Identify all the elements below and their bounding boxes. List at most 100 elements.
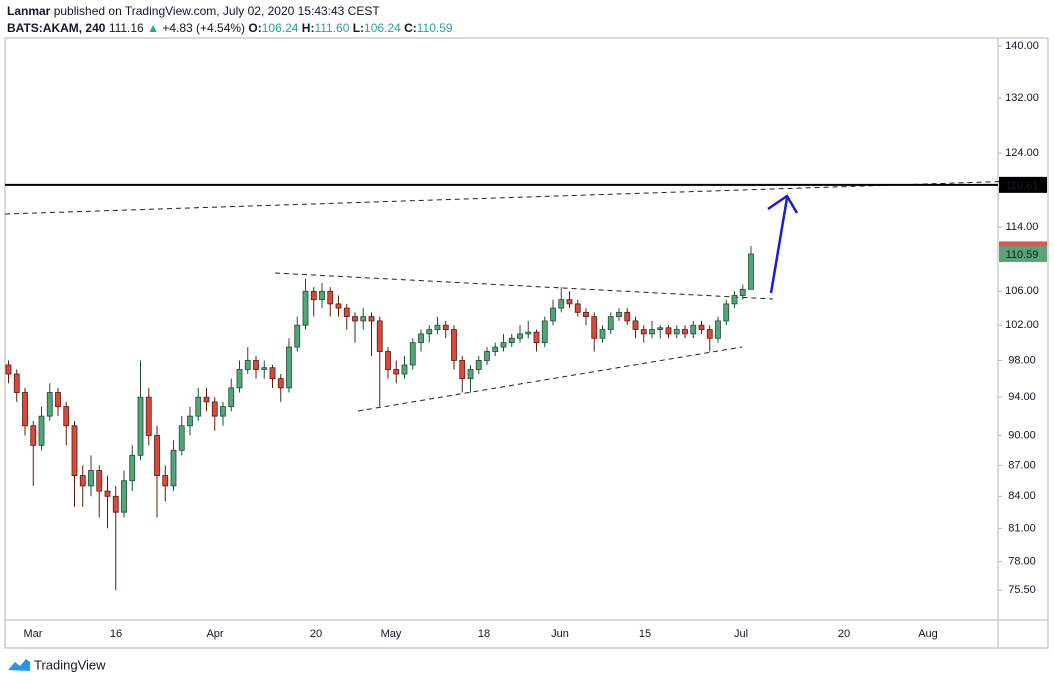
x-tick-label: 20 (310, 628, 322, 640)
candle-body (236, 369, 243, 389)
frame (4, 37, 1049, 649)
logo: TradingView (8, 657, 106, 672)
logo-icon (8, 659, 30, 671)
candle-body (170, 449, 177, 487)
y-tick-label: 78.00 (1008, 556, 1036, 568)
candle-body (88, 470, 94, 487)
candle-body (112, 495, 119, 513)
candle-body (599, 329, 606, 339)
candle-body (302, 290, 309, 326)
candle-body (715, 320, 721, 339)
close-value: 110.59 (416, 21, 453, 35)
author-line: Lanmar published on TradingView.com, Jul… (7, 4, 380, 18)
price-box (999, 245, 1047, 262)
x-tick-label: 20 (838, 628, 850, 640)
candle-body (748, 253, 754, 290)
candle-body (385, 351, 391, 370)
candle-body (698, 324, 705, 330)
last-price: 111.16 (108, 21, 144, 35)
candle-body (360, 316, 367, 322)
candle-body (649, 329, 655, 335)
candle-body (401, 364, 408, 375)
candle-body (228, 387, 235, 408)
price-line-label: 119.61 (1006, 180, 1039, 192)
candle-body (665, 327, 672, 335)
high-label: H: (301, 21, 315, 35)
y-tick-label: 81.00 (1008, 522, 1036, 534)
candle-body (5, 364, 12, 375)
candle-body (500, 342, 507, 348)
candle-body (739, 288, 746, 296)
candle-body (723, 303, 730, 322)
candle-body (574, 303, 581, 313)
candle-body (393, 369, 400, 375)
candle-body (376, 320, 383, 352)
candle-body (451, 329, 457, 361)
y-tick-label: 140.00 (1005, 40, 1039, 52)
candle-body (30, 425, 37, 446)
candle-body (294, 324, 301, 348)
x-tick-label: Mar (24, 628, 43, 640)
x-tick-label: Jun (551, 628, 569, 640)
candle-body (418, 333, 424, 344)
candle-body (467, 369, 474, 380)
arrow (769, 197, 789, 294)
candle-body (459, 360, 466, 380)
candle-body (203, 396, 210, 403)
x-tick-label: 18 (478, 628, 490, 640)
candle-body (566, 299, 573, 305)
candle-body (22, 392, 28, 427)
candle-body (261, 367, 268, 370)
trend-line (4, 179, 1049, 215)
low-value: 106.24 (364, 21, 401, 35)
candle-body (632, 320, 639, 330)
candle-body (673, 329, 680, 335)
y-tick-label: 102.00 (1005, 319, 1039, 331)
up-icon: ▲ (147, 21, 159, 35)
candle-body (517, 333, 523, 339)
y-tick-label: 90.00 (1008, 429, 1036, 441)
candle-body (104, 490, 111, 497)
x-tick-label: Apr (206, 628, 223, 640)
x-tick-label: Jul (734, 628, 748, 640)
candle-body (187, 415, 193, 427)
candle-body (63, 406, 70, 427)
candle-body (38, 415, 45, 446)
arrow-head (767, 194, 799, 214)
candle-body (121, 480, 127, 513)
published: published on TradingView.com, July 02, 2… (53, 4, 380, 18)
candle-body (558, 299, 565, 309)
candle-body (310, 290, 317, 301)
candle-body (211, 401, 218, 417)
price-line-box (999, 176, 1047, 193)
y-tick-label: 84.00 (1008, 490, 1036, 502)
candle-body (657, 327, 664, 330)
candle-body (343, 307, 350, 318)
price-label: 110.59 (1006, 249, 1039, 261)
candle-body (335, 303, 342, 309)
candle-body (13, 373, 20, 393)
y-tick-label: 94.00 (1008, 391, 1036, 403)
candle-body (525, 331, 532, 335)
open-value: 106.24 (261, 21, 299, 35)
candle-body (607, 316, 614, 330)
symbol-line: BATS:AKAM, 240 111.16 ▲ +4.83 (+4.54%) O… (7, 21, 453, 35)
candle-body (682, 329, 688, 335)
candle-body (624, 311, 631, 322)
candle-body (137, 396, 144, 456)
candle-body (475, 360, 482, 370)
y-tick-label: 132.00 (1005, 92, 1039, 104)
candle-body (690, 324, 697, 335)
candle-body (492, 346, 499, 352)
candle-body (541, 320, 548, 344)
candle-body (616, 311, 622, 318)
candle-body (220, 406, 226, 417)
y-tick-label: 106.00 (1005, 285, 1039, 297)
candle-body (368, 316, 375, 322)
candle-body (195, 396, 202, 417)
candle-body (426, 329, 433, 335)
author: Lanmar (7, 4, 51, 18)
trend-line (357, 346, 743, 412)
symbol: BATS:AKAM, 240 (7, 21, 106, 35)
candle-body (550, 307, 556, 322)
